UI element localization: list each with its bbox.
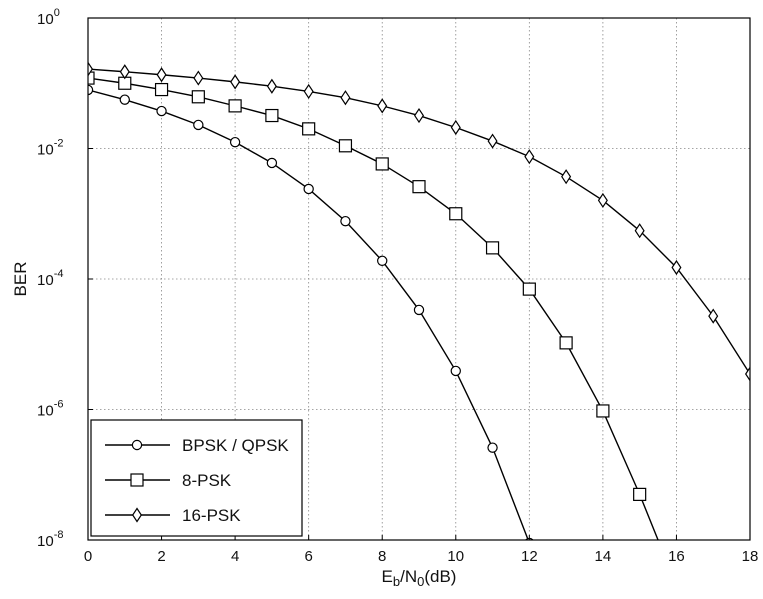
data-point [522,282,536,296]
data-point [338,139,353,153]
data-point [487,133,498,149]
data-point [450,119,461,136]
legend-marker [130,473,144,487]
legend-marker [131,507,143,523]
data-point [230,74,241,90]
y-tick-exponent: -6 [54,399,64,411]
x-tick-label: 2 [157,548,165,565]
data-point [596,404,610,418]
data-point [375,157,389,171]
data-point [88,71,95,85]
data-point [450,365,461,377]
series-layer [88,61,750,592]
data-point [302,122,316,136]
legend-label: 16-PSK [182,506,241,525]
data-point [559,336,573,350]
legend-box [90,419,303,537]
x-tick-label: 8 [378,548,386,565]
x-axis-label-mid: /N [400,567,417,586]
y-tick-label: 10-8 [37,529,63,550]
x-axis-label-main: E [382,567,393,586]
data-point [340,90,351,106]
data-point [413,304,425,316]
y-tick-base: 10 [37,403,54,420]
data-point [266,78,277,94]
data-point [266,157,278,169]
data-point [377,98,388,114]
data-point [449,207,463,221]
data-point [303,83,314,99]
data-point [524,149,535,165]
series-square [88,71,682,592]
data-point [340,215,351,227]
legend-marker [131,439,143,451]
data-point [634,223,645,239]
data-point [119,94,130,105]
data-point [412,180,426,194]
data-point [671,259,682,276]
data-point [633,487,647,501]
y-tick-base: 10 [37,272,54,289]
x-tick-label: 6 [304,548,312,565]
data-point [228,99,242,113]
data-point [119,64,130,80]
y-tick-label: 10-4 [37,268,63,289]
series-diamond [88,61,750,382]
legend-label: 8-PSK [182,471,232,490]
data-point [485,241,500,255]
data-point [154,82,169,97]
data-point [265,108,279,123]
y-tick-base: 10 [37,533,54,550]
data-point [413,107,425,124]
data-point [229,136,241,148]
data-point [561,169,572,185]
x-tick-label: 12 [521,548,538,565]
x-axis-label-sub2: 0 [417,574,424,589]
data-point [597,192,608,209]
data-point [191,90,205,104]
data-point [303,183,314,195]
data-point [156,105,167,117]
data-point [377,255,388,267]
legend-label: BPSK / QPSK [182,436,289,455]
y-tick-exponent: -8 [54,529,64,541]
data-point [708,308,719,324]
y-tick-base: 10 [37,142,54,159]
data-point [156,67,167,83]
y-tick-label: 10-6 [37,399,63,420]
x-axis-label: Eb/N0(dB) [382,567,457,589]
y-tick-exponent: 0 [54,7,60,19]
x-tick-label: 16 [668,548,685,565]
x-axis-label-tail: (dB) [424,567,456,586]
legend: BPSK / QPSK 8-PSK 16-PSK [90,419,303,537]
x-axis-label-sub1: b [393,574,400,589]
data-point [193,70,204,86]
data-point [744,366,750,382]
x-tick-label: 18 [742,548,759,565]
y-tick-exponent: -4 [54,268,64,280]
x-tick-label: 0 [84,548,92,565]
x-tick-label: 10 [447,548,464,565]
y-tick-exponent: -2 [54,138,64,150]
data-point [487,442,498,453]
y-tick-base: 10 [37,11,54,28]
y-axis-label: BER [11,262,30,297]
x-axis-ticks: 0 2 4 6 8 10 12 14 16 18 [84,535,759,565]
y-tick-label: 10-2 [37,138,63,159]
data-point [88,61,94,77]
x-tick-label: 4 [231,548,239,565]
data-point [670,580,682,592]
y-tick-label: 100 [37,7,60,28]
x-tick-label: 14 [595,548,612,565]
data-point [193,119,204,131]
series-circle [88,84,534,540]
